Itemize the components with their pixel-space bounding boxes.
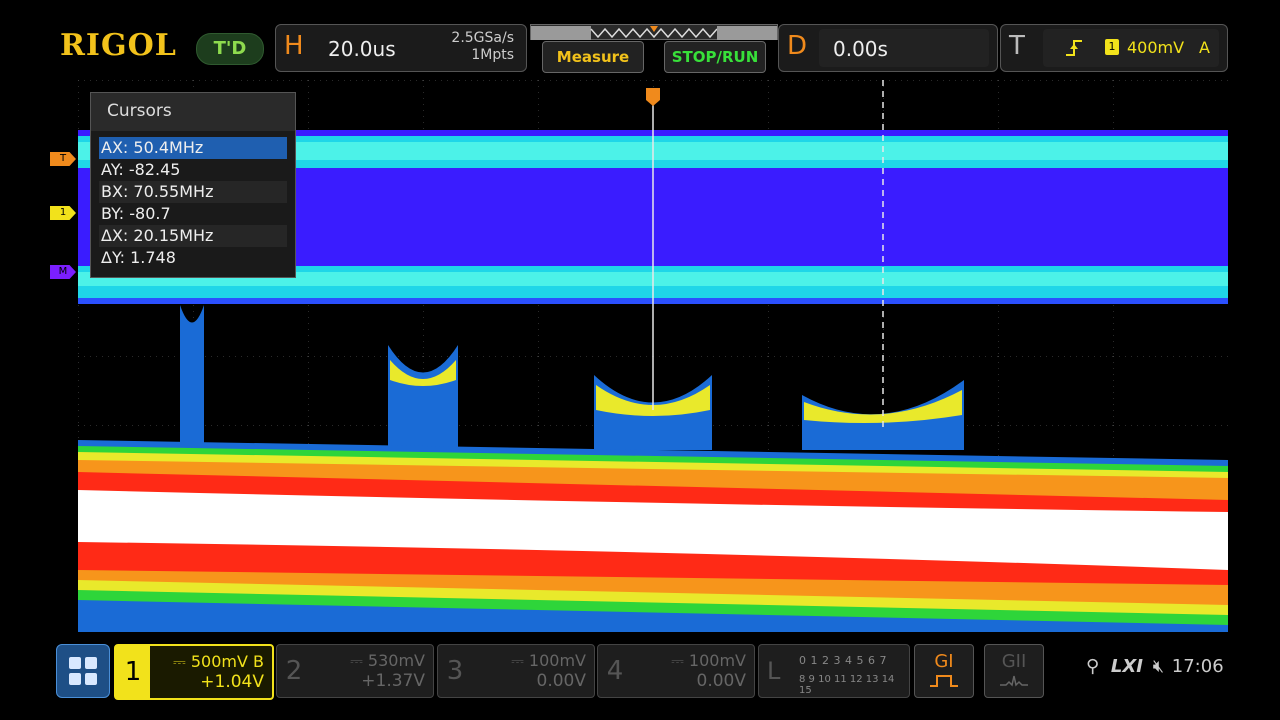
- trigger-marker[interactable]: T: [50, 152, 76, 166]
- clock-time: 17:06: [1171, 656, 1224, 677]
- dc-coupling-icon: ⎓: [172, 652, 191, 671]
- cursor-value: 50.4MHz: [133, 138, 204, 157]
- trigger-letter: T: [1009, 31, 1025, 61]
- timebase-value: 20.0us: [328, 37, 396, 61]
- apps-grid-icon: [69, 657, 97, 685]
- trigger-mode: A: [1199, 38, 1210, 57]
- cursor-value: 70.55MHz: [133, 182, 214, 201]
- cursor-label: AY:: [101, 160, 124, 179]
- channel-scale: ⎓ 100mV: [511, 651, 586, 671]
- trigger-field: 1 400mV A: [1043, 29, 1219, 67]
- logic-letter: L: [767, 657, 781, 685]
- rigol-logo: RIGOL: [60, 28, 177, 63]
- channel-offset: 0.00V: [696, 671, 746, 691]
- delay-value: 0.00s: [833, 37, 888, 61]
- channel-offset: +1.37V: [361, 671, 425, 691]
- main-menu-button[interactable]: [56, 644, 110, 698]
- cursors-title: Cursors: [91, 93, 295, 131]
- horizontal-panel[interactable]: H 20.0us 2.5GSa/s 1Mpts: [275, 24, 527, 72]
- channel-offset: 0.00V: [536, 671, 586, 691]
- dc-coupling-icon: ⎓: [511, 651, 529, 670]
- generator-1-button[interactable]: GI: [914, 644, 974, 698]
- channel-offset: +1.04V: [200, 672, 264, 692]
- ch1-marker[interactable]: 1: [50, 206, 76, 220]
- cursor-value: -80.7: [129, 204, 171, 223]
- usb-icon: ⚲: [1086, 656, 1100, 677]
- spectrum-waveform: [78, 80, 1228, 632]
- measure-button[interactable]: Measure: [542, 41, 644, 73]
- status-area: ⚲ LXI 🔇︎ 17:06: [1086, 656, 1224, 677]
- display-mode-badge[interactable]: T'D: [196, 33, 264, 65]
- channel-number: 2: [285, 656, 303, 686]
- scale-text: 100mV: [688, 651, 746, 670]
- delay-letter: D: [787, 31, 808, 61]
- cursor-label: ΔX:: [101, 226, 129, 245]
- rising-edge-icon: [1066, 40, 1082, 56]
- sample-info: 2.5GSa/s 1Mpts: [451, 30, 514, 64]
- speaker-muted-icon[interactable]: 🔇︎: [1152, 656, 1165, 677]
- ruler-pattern: [531, 26, 777, 40]
- math-marker[interactable]: M: [50, 265, 76, 279]
- channel-scale: ⎓ 500mV B: [173, 652, 264, 672]
- scale-text: 530mV: [367, 651, 425, 670]
- logic-channels-row1: 0 1 2 3 4 5 6 7: [799, 654, 887, 667]
- horizontal-letter: H: [284, 31, 304, 61]
- cursor-row-dy[interactable]: ΔY: 1.748: [99, 247, 287, 269]
- channel-2-control[interactable]: 2 ⎓ 530mV +1.37V: [276, 644, 434, 698]
- sample-rate: 2.5GSa/s: [451, 30, 514, 46]
- waveform-position-ruler[interactable]: [530, 24, 778, 40]
- generator-2-button[interactable]: GII: [984, 644, 1044, 698]
- trigger-level: 400mV: [1127, 38, 1185, 57]
- waveform-display[interactable]: [78, 80, 1228, 632]
- delay-panel[interactable]: D 0.00s: [778, 24, 998, 72]
- sinc-wave-icon: [1000, 675, 1028, 687]
- channel-3-control[interactable]: 3 ⎓ 100mV 0.00V: [437, 644, 595, 698]
- memory-depth: 1Mpts: [471, 47, 514, 63]
- channel-scale: ⎓ 100mV: [671, 651, 746, 671]
- cursor-row-ay[interactable]: AY: -82.45: [99, 159, 287, 181]
- dc-coupling-icon: ⎓: [671, 651, 689, 670]
- cursor-row-ax[interactable]: AX: 50.4MHz: [99, 137, 287, 159]
- cursor-row-by[interactable]: BY: -80.7: [99, 203, 287, 225]
- logic-channels-row2: 8 9 10 11 12 13 14 15: [799, 674, 895, 696]
- channel-scale: ⎓ 530mV: [350, 651, 425, 671]
- logic-analyzer-control[interactable]: L 0 1 2 3 4 5 6 7 8 9 10 11 12 13 14 15: [758, 644, 910, 698]
- scale-text: 100mV: [528, 651, 586, 670]
- channel-number: 3: [446, 656, 464, 686]
- cursor-value: 20.15MHz: [133, 226, 214, 245]
- dc-coupling-icon: ⎓: [350, 651, 368, 670]
- bandwidth-flag: B: [253, 652, 264, 671]
- cursor-row-dx[interactable]: ΔX: 20.15MHz: [99, 225, 287, 247]
- scale-text: 500mV: [190, 652, 248, 671]
- delay-field: 0.00s: [819, 29, 989, 67]
- square-wave-icon: [930, 675, 958, 687]
- cursor-value: -82.45: [128, 160, 181, 179]
- cursor-label: ΔY:: [101, 248, 125, 267]
- trigger-panel[interactable]: T 1 400mV A: [1000, 24, 1228, 72]
- cursor-value: 1.748: [130, 248, 176, 267]
- channel-number: 4: [606, 656, 624, 686]
- channel-1-control[interactable]: 1 ⎓ 500mV B +1.04V: [114, 644, 274, 700]
- stop-run-button[interactable]: STOP/RUN: [664, 41, 766, 73]
- lxi-label: LXI: [1110, 656, 1143, 677]
- cursor-label: BX:: [101, 182, 129, 201]
- channel-4-control[interactable]: 4 ⎓ 100mV 0.00V: [597, 644, 755, 698]
- cursor-label: AX:: [101, 138, 129, 157]
- cursors-panel[interactable]: Cursors AX: 50.4MHz AY: -82.45 BX: 70.55…: [90, 92, 296, 278]
- cursor-label: BY:: [101, 204, 125, 223]
- generator-2-label: GII: [1001, 651, 1027, 672]
- generator-1-label: GI: [934, 651, 954, 672]
- channel-number: 1: [116, 646, 150, 698]
- trigger-source-badge: 1: [1105, 39, 1119, 55]
- cursor-row-bx[interactable]: BX: 70.55MHz: [99, 181, 287, 203]
